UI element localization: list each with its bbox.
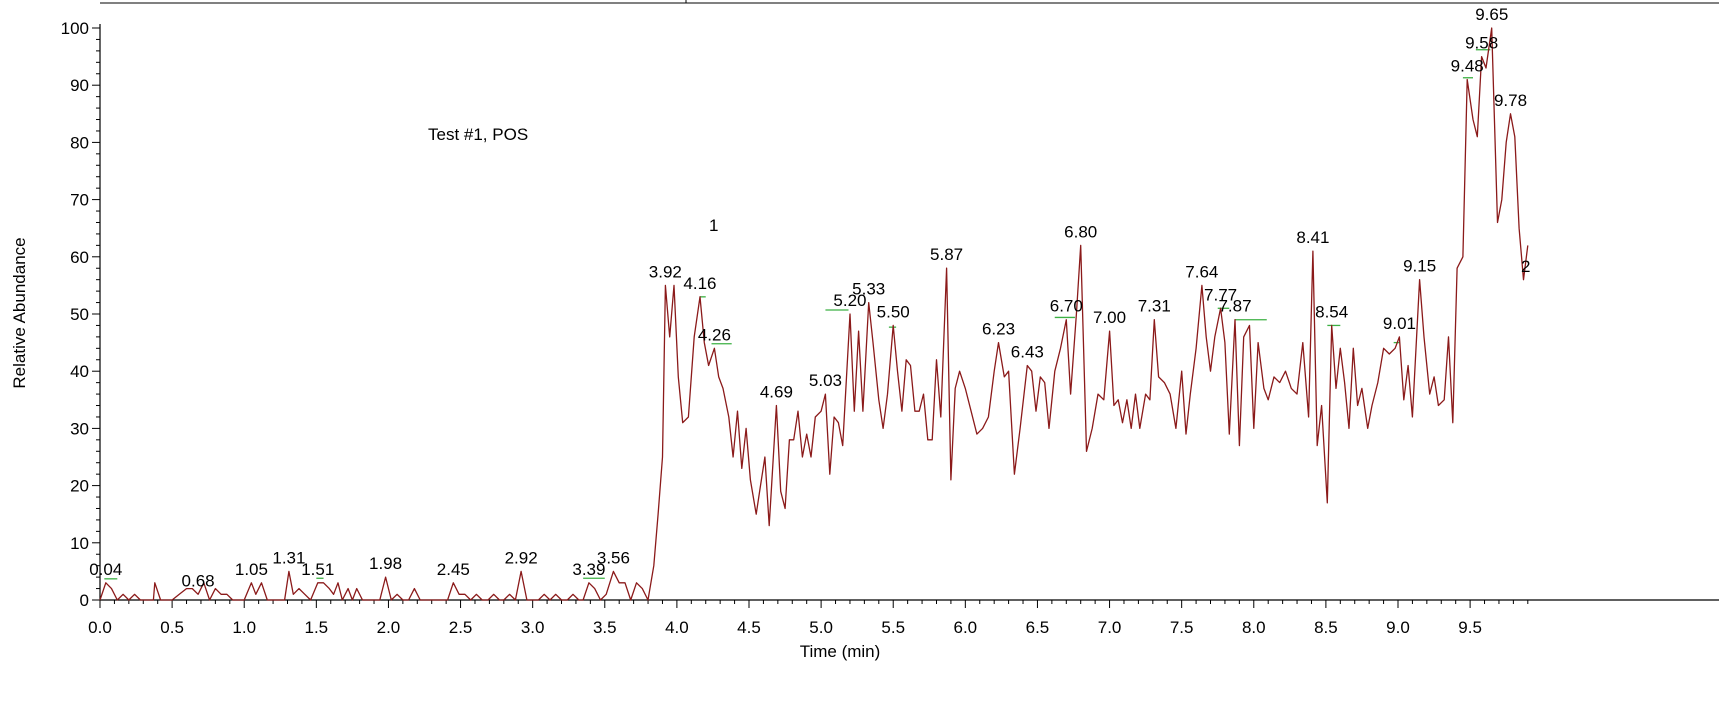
x-tick-label: 6.5 [1026,618,1050,637]
y-tick-label: 70 [70,191,89,210]
x-tick-label: 6.0 [954,618,978,637]
x-tick-label: 0.5 [160,618,184,637]
peak-label: 4.26 [698,325,731,344]
peak-label: 7.31 [1138,297,1171,316]
x-tick-label: 5.5 [881,618,905,637]
peak-label: 5.33 [852,280,885,299]
x-tick-label: 7.0 [1098,618,1122,637]
x-tick-label: 5.0 [809,618,833,637]
peak-label: 7.87 [1218,297,1251,316]
peak-label: 6.43 [1011,342,1044,361]
x-ticks: 0.0 0.5 1.0 1.5 2.0 2.5 3.0 3.5 4.0 4.5 5.0 5.5 6.0 6… [88,600,1529,637]
x-tick-label: 3.0 [521,618,545,637]
peak-label: 7.00 [1093,308,1126,327]
x-tick-label: 9.5 [1458,618,1482,637]
peak-label: 5.87 [930,245,963,264]
y-ticks: 0 10 20 30 40 50 60 70 80 90 100 [61,19,100,610]
y-tick-label: 80 [70,133,89,152]
peak-label: 2.92 [505,548,538,567]
x-tick-label: 2.0 [377,618,401,637]
peak-label: 0.68 [182,571,215,590]
peak-label: 9.15 [1403,257,1436,276]
peak-label: 1.98 [369,554,402,573]
peak-label: 5.20 [833,291,866,310]
integration-marks [104,49,1491,580]
x-tick-label: 8.5 [1314,618,1338,637]
peak-label: 0.04 [89,560,122,579]
peak-label: 1.05 [235,560,268,579]
y-axis-title: Relative Abundance [10,237,29,388]
peak-label: 3.39 [572,560,605,579]
y-tick-label: 50 [70,305,89,324]
y-tick-label: 90 [70,76,89,95]
peak-label: 9.01 [1383,314,1416,333]
marker-2-text: 2 [1521,257,1530,276]
peak-label: 3.92 [649,262,682,281]
peak-label: 2.45 [437,560,470,579]
y-tick-label: 40 [70,362,89,381]
peak-label: 3.56 [597,548,630,567]
peak-label: 5.03 [809,371,842,390]
x-tick-label: 2.5 [449,618,473,637]
x-axis-title: Time (min) [800,642,881,661]
peak-label: 7.77 [1204,285,1237,304]
x-tick-label: 1.5 [305,618,329,637]
peak-labels: 0.04 0.68 1.051.311.51 1.98 2.45 2.92 3.393.56… [89,5,1527,590]
y-tick-label: 30 [70,419,89,438]
peak-label: 1.31 [272,548,305,567]
x-tick-label: 9.0 [1386,618,1410,637]
peak-label: 6.70 [1050,297,1083,316]
series-line [99,27,1529,601]
peak-label: 4.16 [683,274,716,293]
y-tick-label: 20 [70,477,89,496]
annotation-text: Test #1, POS [428,125,528,144]
peak-label: 1.51 [301,560,334,579]
peak-label: 9.65 [1475,5,1508,24]
peak-label: 9.78 [1494,91,1527,110]
x-tick-label: 8.0 [1242,618,1266,637]
peak-label: 8.41 [1296,228,1329,247]
x-tick-label: 7.5 [1170,618,1194,637]
peak-label: 4.69 [760,383,793,402]
x-tick-label: 4.5 [737,618,761,637]
x-tick-label: 4.0 [665,618,689,637]
marker-1-text: 1 [709,216,718,235]
x-tick-label: 0.0 [88,618,112,637]
peak-label: 5.50 [877,302,910,321]
y-tick-label: 10 [70,534,89,553]
x-tick-label: 1.0 [232,618,256,637]
y-tick-label: 100 [61,19,89,38]
y-tick-label: 0 [80,591,89,610]
peak-label: 6.23 [982,320,1015,339]
peak-label: 9.48 [1451,56,1484,75]
peak-label: 6.80 [1064,222,1097,241]
peak-label: 7.64 [1185,262,1218,281]
peak-label: 9.58 [1465,34,1498,53]
peak-label: 8.54 [1315,302,1348,321]
y-tick-label: 60 [70,248,89,267]
x-tick-label: 3.5 [593,618,617,637]
